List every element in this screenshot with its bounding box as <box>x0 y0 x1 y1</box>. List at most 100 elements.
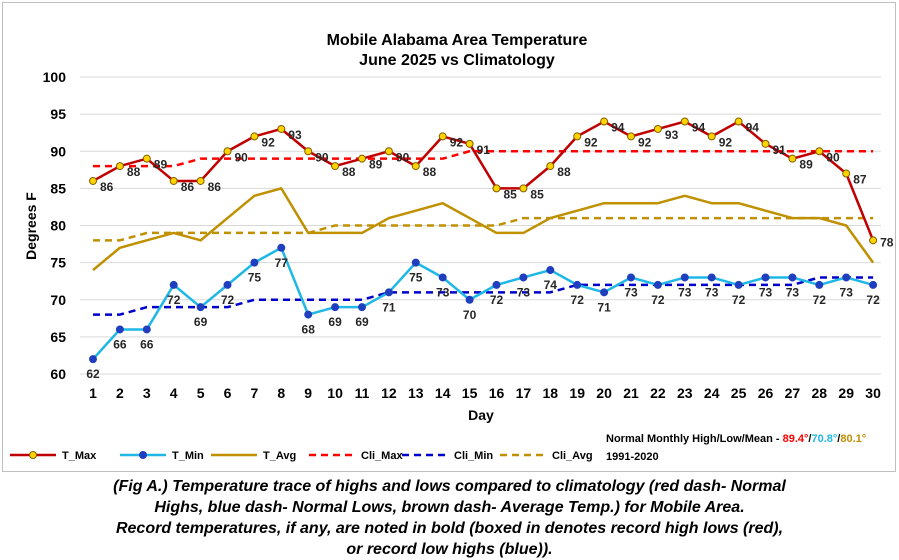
x-tick-2: 2 <box>116 385 124 401</box>
data-label-t-min-day-22: 72 <box>651 293 665 307</box>
x-tick-27: 27 <box>785 385 801 401</box>
normals-text: Normal Monthly High/Low/Mean - 89.4°/70.… <box>606 433 866 445</box>
data-label-t-min-day-18: 74 <box>544 278 558 292</box>
series-line-cli-max <box>93 150 874 168</box>
marker-t-max-day-7 <box>250 132 259 141</box>
data-label-t-max-day-26: 91 <box>773 143 787 157</box>
data-label-t-max-day-14: 92 <box>450 135 464 149</box>
data-label-t-min-day-15: 70 <box>463 308 477 322</box>
y-axis-label: Degrees F <box>23 192 39 260</box>
marker-t-max-day-11 <box>358 154 366 163</box>
legend-label-cli-avg: Cli_Avg <box>552 450 593 462</box>
data-label-t-min-day-28: 72 <box>813 293 827 307</box>
x-tick-5: 5 <box>197 385 205 401</box>
marker-t-max-day-20 <box>600 117 609 126</box>
x-tick-26: 26 <box>758 385 774 401</box>
data-label-t-max-day-8: 93 <box>288 128 302 142</box>
x-tick-23: 23 <box>677 385 693 401</box>
data-label-t-max-day-24: 92 <box>719 135 733 149</box>
data-label-t-min-day-7: 75 <box>248 271 262 285</box>
marker-t-max-day-12 <box>384 147 393 156</box>
data-label-t-min-day-12: 71 <box>382 300 396 314</box>
series-lines <box>92 120 875 360</box>
marker-t-min-day-23 <box>680 273 689 282</box>
marker-t-min-day-12 <box>384 288 393 297</box>
x-tick-19: 19 <box>569 385 585 401</box>
data-label-t-max-day-3: 89 <box>154 158 168 172</box>
data-label-t-max-day-9: 90 <box>315 150 329 164</box>
data-label-t-max-day-4: 86 <box>181 180 195 194</box>
data-label-t-max-day-7: 92 <box>261 135 275 149</box>
data-label-t-min-day-23: 73 <box>678 285 692 299</box>
data-label-t-min-day-11: 69 <box>355 315 369 329</box>
data-label-t-min-day-1: 62 <box>86 367 100 381</box>
legend: T_Max T_Min T_Avg Cli_Max Cli_Min Cli_Avg <box>10 450 593 462</box>
series-line-t-avg <box>92 187 875 272</box>
marker-t-min-day-3 <box>142 325 151 334</box>
marker-t-max-day-30 <box>869 236 878 245</box>
data-label-t-max-day-29: 87 <box>853 173 867 187</box>
data-label-t-min-day-4: 72 <box>167 293 181 307</box>
data-label-t-max-day-2: 88 <box>127 165 141 179</box>
caption-line-2: Highs, blue dash- Normal Lows, brown das… <box>154 499 745 516</box>
legend-marker-t-min <box>139 451 147 459</box>
data-label-t-max-day-21: 92 <box>638 135 652 149</box>
marker-t-max-day-27 <box>788 154 797 163</box>
marker-t-max-day-6 <box>223 147 232 156</box>
series-line-cli-min <box>93 276 874 316</box>
marker-t-max-day-4 <box>169 176 178 185</box>
marker-t-min-day-8 <box>277 243 286 252</box>
marker-t-min-day-2 <box>115 325 124 334</box>
marker-t-max-day-19 <box>573 132 582 141</box>
x-tick-16: 16 <box>489 385 505 401</box>
x-tick-13: 13 <box>408 385 424 401</box>
marker-t-max-day-15 <box>465 139 474 148</box>
x-tick-24: 24 <box>704 385 720 401</box>
data-label-t-min-day-20: 71 <box>597 300 611 314</box>
data-label-t-max-day-15: 91 <box>477 143 491 157</box>
data-label-t-max-day-18: 88 <box>557 165 571 179</box>
y-tick-65: 65 <box>50 329 66 345</box>
data-label-t-max-day-25: 94 <box>746 121 760 135</box>
data-label-t-max-day-28: 90 <box>826 150 840 164</box>
y-tick-95: 95 <box>50 106 66 122</box>
data-label-t-max-day-5: 86 <box>208 180 222 194</box>
gridlines <box>80 76 881 375</box>
legend-label-t-min: T_Min <box>172 450 204 462</box>
data-label-t-min-day-13: 75 <box>409 271 423 285</box>
data-label-t-max-day-16: 85 <box>504 187 518 201</box>
legend-label-cli-min: Cli_Min <box>454 450 493 462</box>
temperature-chart: Mobile Alabama Area Temperature June 202… <box>10 32 894 463</box>
x-tick-9: 9 <box>304 385 312 401</box>
marker-t-max-day-13 <box>411 162 420 171</box>
marker-t-max-day-16 <box>492 184 501 193</box>
x-tick-20: 20 <box>596 385 612 401</box>
marker-t-min-day-20 <box>600 288 609 297</box>
legend-label-cli-max: Cli_Max <box>361 450 403 462</box>
marker-t-min-day-18 <box>546 266 555 275</box>
x-tick-11: 11 <box>355 385 370 401</box>
data-label-t-min-day-19: 72 <box>571 293 585 307</box>
marker-t-min-day-10 <box>331 303 340 312</box>
y-tick-80: 80 <box>50 218 66 234</box>
x-tick-15: 15 <box>462 385 478 401</box>
x-tick-12: 12 <box>381 385 397 401</box>
marker-t-min-day-6 <box>223 280 232 289</box>
x-tick-4: 4 <box>170 385 178 401</box>
x-tick-29: 29 <box>838 385 854 401</box>
marker-t-max-day-29 <box>842 169 851 178</box>
y-tick-85: 85 <box>50 180 66 196</box>
marker-t-min-day-15 <box>465 295 474 304</box>
data-label-t-max-day-20: 94 <box>611 121 625 135</box>
legend-marker-t-max <box>29 451 37 459</box>
marker-t-min-day-9 <box>304 310 313 319</box>
data-label-t-max-day-10: 88 <box>342 165 356 179</box>
marker-t-max-day-23 <box>680 117 689 126</box>
caption-line-4: or record low highs (blue)). <box>346 541 553 558</box>
marker-t-min-day-1 <box>89 355 97 364</box>
marker-t-max-day-21 <box>627 132 635 141</box>
marker-t-min-day-29 <box>842 273 851 282</box>
data-label-t-max-day-30: 78 <box>880 235 894 249</box>
marker-t-min-day-27 <box>788 273 797 282</box>
data-label-t-max-day-27: 89 <box>799 158 813 172</box>
